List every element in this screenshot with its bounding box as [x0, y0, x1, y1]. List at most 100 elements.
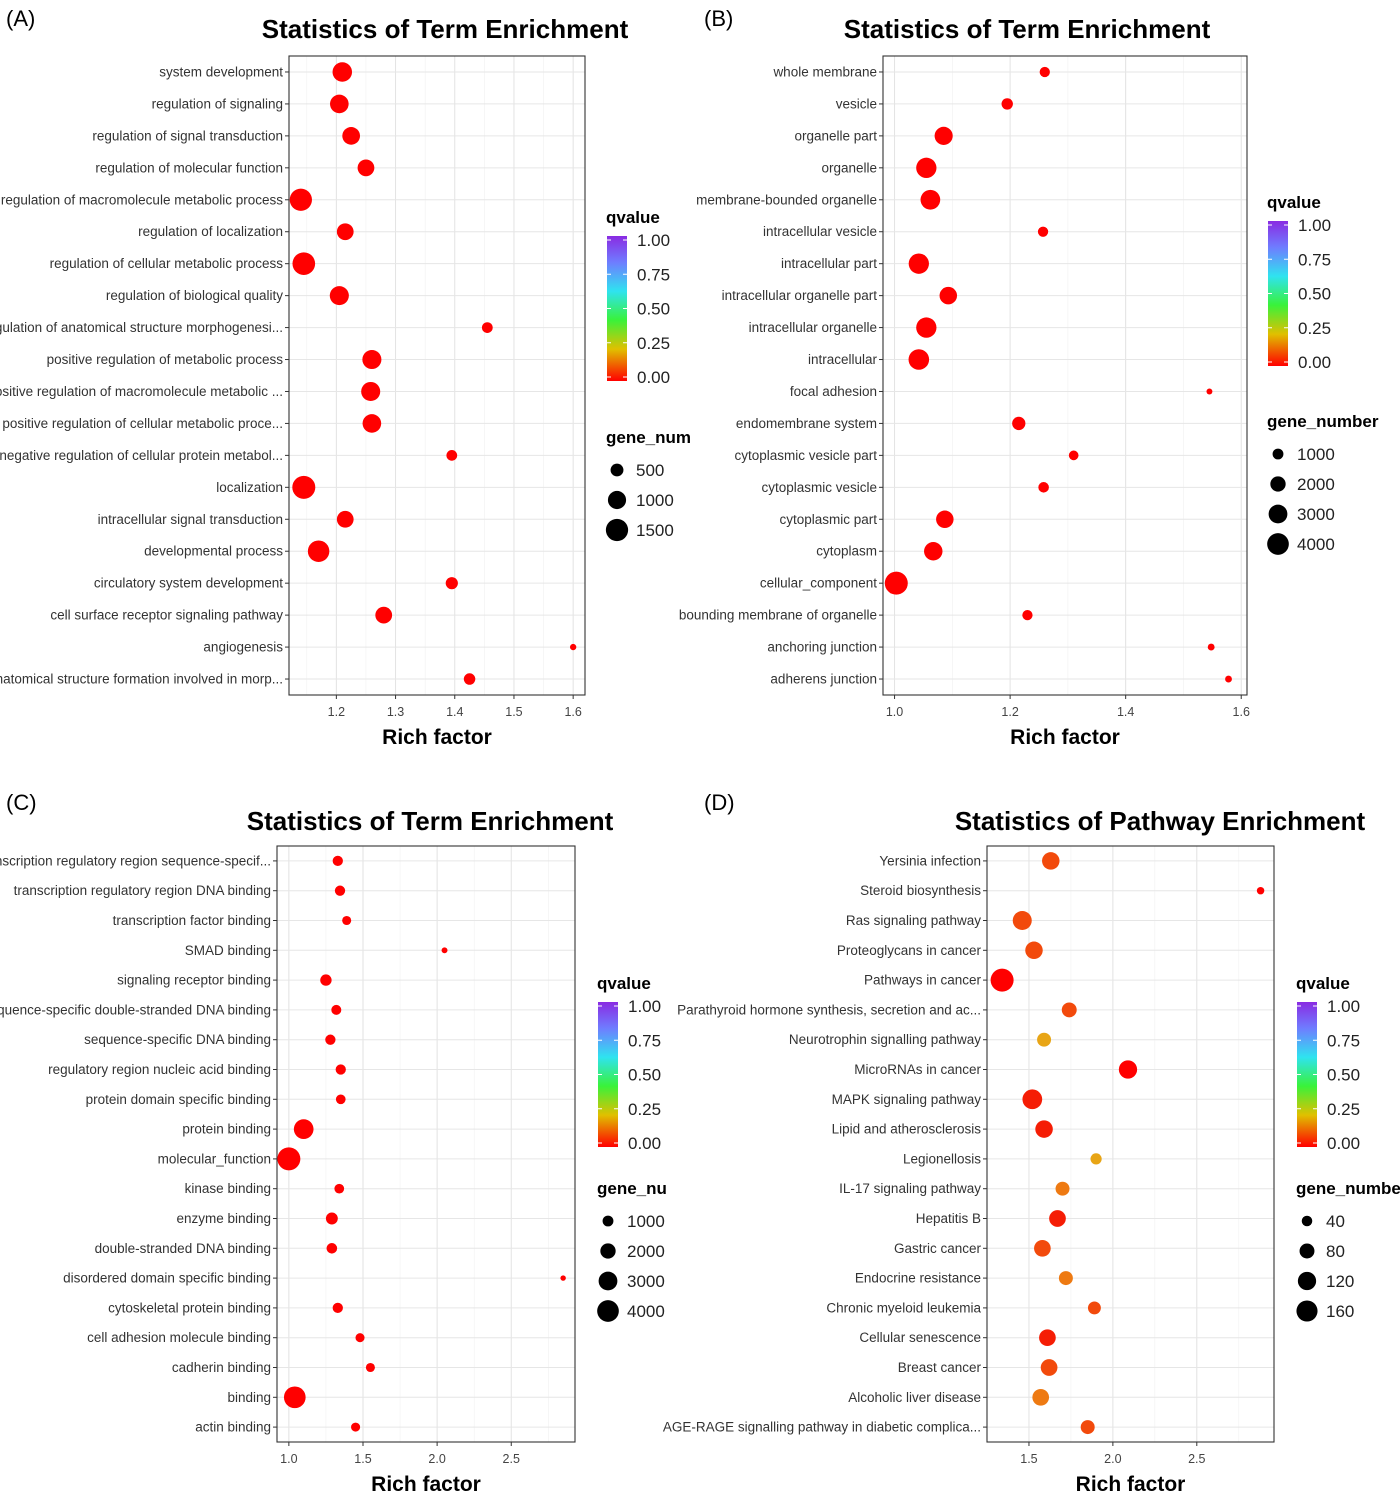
size-key [1270, 476, 1286, 492]
data-point [320, 974, 332, 986]
x-tick-label: 2.5 [503, 1452, 520, 1466]
size-key [1299, 1243, 1315, 1259]
data-point [1035, 1120, 1053, 1138]
x-axis: 1.0 1.2 1.4 1.6 Rich factor [886, 695, 1250, 749]
grid [277, 846, 575, 1442]
data-point [289, 188, 312, 211]
category-label: Neurotrophin signalling pathway [789, 1032, 981, 1047]
size-key-label: 1000 [627, 1212, 665, 1231]
size-key [1301, 1215, 1313, 1227]
category-label: Lipid and atherosclerosis [832, 1122, 982, 1137]
colorbar-tick-label: 0.50 [637, 300, 670, 319]
category-label: intracellular part [781, 256, 877, 271]
size-key-label: 500 [636, 461, 664, 480]
data-point [1118, 1060, 1138, 1079]
data-point [329, 286, 349, 306]
category-label: intracellular organelle part [722, 288, 878, 303]
data-point [1042, 852, 1060, 870]
x-tick-label: 1.5 [1020, 1452, 1037, 1466]
data-point [1061, 1002, 1077, 1018]
data-point [1087, 1301, 1101, 1315]
panel-a: (A) Statistics of Term Enrichment system d… [0, 6, 691, 749]
category-label: enzyme binding [176, 1211, 271, 1226]
plot-area [883, 56, 1247, 695]
legend-qvalue-title: qvalue [597, 974, 651, 993]
data-point [1025, 941, 1043, 960]
data-point [330, 94, 349, 114]
category-label: IL-17 signaling pathway [839, 1181, 981, 1196]
category-label: Endocrine resistance [855, 1271, 981, 1286]
size-key-label: 1500 [636, 521, 674, 540]
colorbar [1268, 221, 1288, 366]
legend-qvalue-title: qvalue [606, 208, 660, 227]
category-label: Hepatitis B [916, 1211, 981, 1226]
category-label: angiogenesis [203, 640, 283, 655]
data-point [463, 673, 476, 685]
category-label: Alcoholic liver disease [848, 1390, 981, 1405]
x-tick-label: 1.3 [387, 705, 404, 719]
category-label: Gastric cancer [894, 1241, 982, 1256]
data-point [326, 1243, 338, 1254]
data-point [1012, 416, 1026, 431]
size-key [1296, 1300, 1318, 1322]
category-label: cytoplasmic part [779, 512, 877, 527]
data-point [336, 223, 354, 241]
category-label: cellular_component [760, 576, 877, 591]
chart-title: Statistics of Term Enrichment [262, 14, 629, 44]
legend-qvalue-title: qvalue [1267, 193, 1321, 212]
panel-b: (B) Statistics of Term Enrichment whole me… [679, 6, 1379, 749]
data-point [908, 253, 929, 274]
x-axis-title: Rich factor [382, 726, 492, 749]
colorbar-tick-label: 0.50 [628, 1066, 661, 1085]
data-point [332, 855, 343, 867]
category-label: whole membrane [772, 64, 877, 79]
points [990, 852, 1265, 1435]
colorbar-tick-label: 0.25 [628, 1100, 661, 1119]
category-label: cell surface receptor signaling pathway [50, 608, 283, 623]
category-label: vesicle [836, 96, 877, 111]
data-point [920, 189, 941, 210]
data-point [334, 1183, 345, 1194]
data-point [307, 540, 330, 562]
category-label: membrane-bounded organelle [696, 192, 877, 207]
category-label: positive regulation of cellular metaboli… [2, 416, 283, 431]
size-key [602, 1215, 614, 1227]
size-key [597, 1300, 619, 1322]
data-point [1225, 675, 1232, 683]
panel-c: (C) Statistics of Term Enrichment transcri… [0, 790, 667, 1496]
data-point [292, 252, 316, 275]
category-label: molecular_function [158, 1151, 271, 1166]
colorbar-tick-label: 0.50 [1327, 1066, 1360, 1085]
legend-gene-number: gene_number 40 80 120 160 [1296, 1179, 1400, 1322]
data-point [1039, 66, 1050, 78]
category-label: system development [159, 64, 283, 79]
x-tick-label: 1.6 [1233, 705, 1250, 719]
colorbar-tick-label: 1.00 [1327, 997, 1360, 1016]
data-point [355, 1333, 365, 1343]
size-key-label: 40 [1326, 1212, 1345, 1231]
category-label: cytoskeletal protein binding [108, 1300, 271, 1315]
category-label: intracellular signal transduction [98, 512, 283, 527]
colorbar-tick-label: 0.25 [637, 334, 670, 353]
size-key-label: 120 [1326, 1272, 1354, 1291]
category-label: actin binding [195, 1420, 271, 1435]
category-label: positive regulation of macromolecule met… [0, 384, 283, 399]
legend-qvalue-title: qvalue [1296, 974, 1350, 993]
size-key [607, 490, 627, 510]
x-tick-label: 1.4 [446, 705, 463, 719]
category-label: regulation of macromolecule metabolic pr… [1, 192, 283, 207]
points [884, 66, 1232, 683]
data-point [1034, 1239, 1051, 1257]
data-point [1022, 609, 1033, 621]
category-label: regulation of signaling [152, 96, 283, 111]
colorbar [598, 1002, 618, 1147]
legend-qvalue: qvalue 1.00 0.75 0.50 0.25 0.00 [606, 208, 670, 387]
data-point [481, 322, 493, 333]
data-point [916, 157, 937, 178]
panel-label: (B) [704, 6, 733, 31]
category-label: cytoplasmic vesicle [761, 480, 877, 495]
size-key-label: 160 [1326, 1302, 1354, 1321]
category-label: Breast cancer [898, 1360, 982, 1375]
data-point [936, 510, 954, 529]
